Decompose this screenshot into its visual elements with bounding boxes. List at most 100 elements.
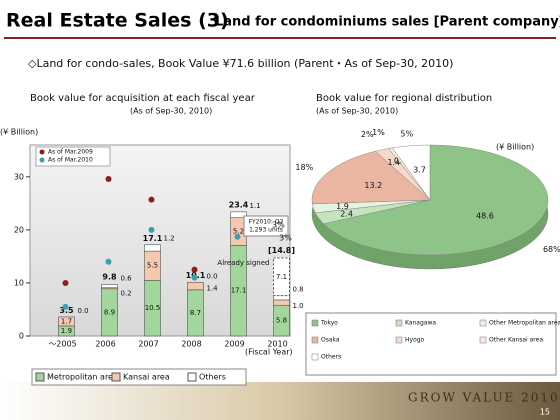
x-tick-label: 2010: [267, 340, 287, 349]
slice-value: 48.6: [476, 212, 494, 221]
slide-title-sub: Land for condominiums sales [Parent comp…: [215, 15, 560, 30]
note-text: 1,293 units: [249, 227, 283, 234]
slice-percent: 18%: [295, 163, 313, 172]
segment-label: 5.5: [147, 262, 158, 270]
marker-dot: [62, 303, 69, 310]
total-label: [14.8]: [268, 246, 295, 255]
segment-label: 5.8: [276, 317, 287, 325]
marker-legend: [35, 146, 111, 167]
slice-percent: 5%: [400, 129, 413, 138]
signed-label: Already signed: [217, 259, 269, 267]
segment-label: 0.2: [121, 290, 132, 298]
bar-segment: [230, 211, 247, 218]
legend-label: As of Mar.2010: [48, 157, 93, 164]
bar-segment: [187, 282, 204, 291]
legend-swatch: [395, 336, 403, 344]
legend-swatch: [35, 372, 45, 382]
slice-percent: 68%: [543, 245, 560, 254]
marker-dot: [105, 258, 112, 265]
legend-label: Other Kansai area: [489, 337, 543, 344]
marker-dot: [148, 196, 155, 203]
segment-label: 8.7: [190, 309, 201, 317]
bar-segment: [144, 244, 161, 252]
y-tick-label: 30: [14, 172, 24, 181]
legend-label: Osaka: [321, 337, 340, 344]
legend-swatch: [479, 336, 487, 344]
page-number: 15: [540, 408, 550, 417]
slice-value: 13.2: [364, 181, 382, 190]
legend-swatch: [311, 353, 319, 361]
y-tick-label: 0: [19, 332, 24, 341]
marker-dot: [62, 279, 69, 286]
segment-label: 0.0: [78, 307, 89, 315]
segment-label: 1.9: [61, 327, 72, 335]
x-axis-label: (Fiscal Year): [245, 348, 293, 357]
marker-dot: [191, 274, 198, 281]
slide-subtitle: ◇Land for condo-sales, Book Value ¥71.6 …: [28, 57, 453, 70]
slice-percent: 2%: [361, 130, 374, 139]
legend-label: Others: [199, 373, 226, 382]
signed-segment: [273, 257, 290, 297]
segment-label: 10.5: [145, 304, 161, 312]
marker-dot: [148, 226, 155, 233]
pie-slice: [391, 144, 431, 201]
chart-subtitle: (As of Sep-30, 2010): [316, 107, 398, 116]
legend-label: Metropolitan area: [47, 373, 118, 382]
slide-title: Real Estate Sales (3): [6, 10, 229, 32]
bar-segment: [273, 295, 290, 301]
segment-label: 1.7: [61, 317, 72, 325]
legend-swatch: [187, 372, 197, 382]
chart-title: Book value for regional distribution: [316, 93, 492, 104]
segment-label: 0.8: [293, 286, 304, 294]
chart-title: Book value for acquisition at each fisca…: [30, 93, 256, 104]
slice-percent: 1%: [372, 128, 385, 137]
slice-value: 2.4: [340, 209, 353, 218]
y-tick-label: 20: [14, 225, 24, 234]
legend-label: Other Metropolitan area: [489, 320, 560, 327]
legend-dot: [39, 149, 45, 155]
total-label: 9.8: [102, 273, 117, 282]
note-box: [243, 215, 289, 237]
x-tick-label: 2007: [138, 340, 158, 349]
slice-percent: 3%: [272, 220, 285, 229]
y-axis-label: (¥ Billion): [0, 128, 38, 137]
unit-label: (¥ Billion): [496, 143, 534, 152]
marker-dot: [105, 175, 112, 182]
x-tick-label: 2009: [224, 340, 244, 349]
x-tick-label: ～2005: [48, 340, 76, 349]
segment-label: 5.2: [233, 227, 244, 235]
marker-dot: [191, 266, 198, 273]
slice-value: 1.9: [336, 202, 349, 211]
segment-label: 8.9: [104, 308, 115, 316]
slice-value: 0.4: [394, 157, 407, 166]
legend-label: Kansai area: [123, 373, 170, 382]
total-label: 23.4: [229, 200, 249, 209]
bar-segment: [101, 284, 118, 289]
note-text: FY2010: Q2: [249, 219, 284, 226]
segment-label: 0.6: [121, 275, 133, 283]
legend-swatch: [395, 319, 403, 327]
segment-label: 0.0: [207, 272, 218, 280]
legend-swatch: [311, 336, 319, 344]
slice-value: 3.7: [413, 166, 426, 175]
marker-dot: [234, 233, 241, 240]
y-tick-label: 10: [14, 278, 24, 287]
legend-label: As of Mar.2009: [48, 149, 93, 156]
legend-label: Tokyo: [320, 320, 338, 327]
legend-label: Hyogo: [405, 337, 425, 344]
footer-band: [0, 382, 560, 420]
legend-label: Others: [321, 354, 341, 361]
legend-swatch: [479, 319, 487, 327]
pie-slice: [323, 144, 549, 256]
footer-brand: GROW VALUE 2010: [408, 391, 560, 405]
bar-segment: [273, 299, 290, 306]
slice-percent: 3%: [279, 233, 292, 242]
total-label: 3.5: [59, 306, 74, 315]
legend-label: Kanagawa: [405, 320, 436, 327]
slice-value: 1.4: [387, 158, 400, 167]
segment-label: 1.2: [164, 235, 175, 243]
x-tick-label: 2006: [95, 340, 115, 349]
segment-label: 7.1: [276, 273, 287, 281]
legend-dot: [39, 157, 45, 163]
